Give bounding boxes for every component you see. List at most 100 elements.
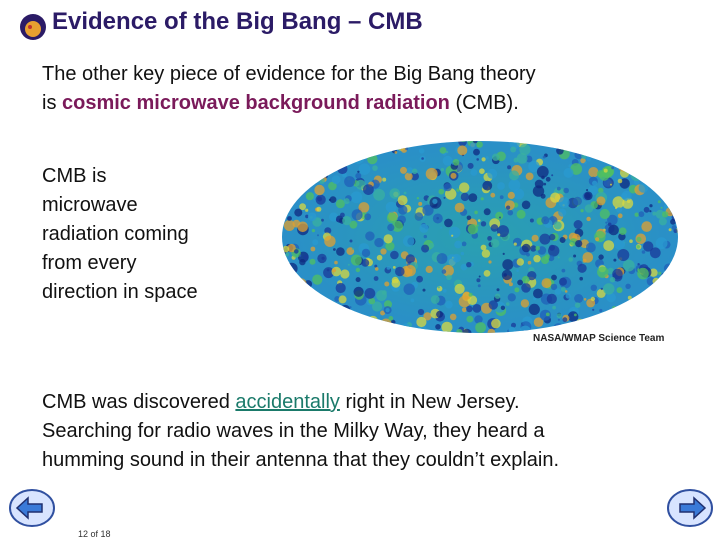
texture-dot bbox=[328, 181, 337, 191]
texture-dot bbox=[278, 177, 280, 179]
texture-dot bbox=[655, 209, 665, 219]
texture-dot bbox=[423, 312, 432, 321]
texture-dot bbox=[611, 306, 617, 311]
texture-dot bbox=[529, 218, 534, 223]
texture-dot bbox=[437, 286, 440, 289]
texture-dot bbox=[661, 273, 666, 277]
texture-dot bbox=[545, 176, 551, 182]
texture-dot bbox=[655, 237, 668, 250]
texture-dot bbox=[275, 158, 279, 164]
texture-dot bbox=[305, 301, 311, 306]
link[interactable]: accidentally bbox=[235, 391, 340, 413]
texture-dot bbox=[577, 141, 581, 143]
texture-dot bbox=[307, 212, 317, 221]
texture-dot bbox=[597, 266, 609, 278]
texture-dot bbox=[358, 202, 370, 213]
texture-dot bbox=[422, 288, 426, 292]
texture-dot bbox=[610, 325, 616, 331]
texture-dot bbox=[472, 304, 482, 313]
texture-dot bbox=[610, 183, 612, 186]
texture-dot bbox=[586, 189, 589, 192]
texture-dot bbox=[613, 258, 617, 262]
texture-dot bbox=[462, 291, 471, 300]
texture-dot bbox=[584, 204, 594, 213]
texture-dot bbox=[353, 141, 360, 145]
texture-dot bbox=[404, 265, 416, 277]
texture-dot bbox=[404, 172, 413, 181]
texture-dot bbox=[285, 262, 298, 275]
texture-dot bbox=[605, 221, 608, 224]
texture-dot bbox=[282, 274, 291, 287]
texture-dot bbox=[609, 276, 616, 283]
texture-dot bbox=[616, 287, 623, 294]
texture-dot bbox=[509, 170, 520, 181]
texture-dot bbox=[338, 295, 347, 304]
texture-dot bbox=[631, 301, 644, 314]
texture-dot bbox=[540, 193, 546, 199]
texture-dot bbox=[323, 267, 335, 279]
texture-dot bbox=[394, 151, 398, 154]
texture-dot bbox=[629, 323, 637, 331]
texture-dot bbox=[336, 218, 340, 222]
texture-dot bbox=[342, 216, 352, 226]
texture-dot bbox=[503, 273, 507, 277]
texture-dot bbox=[482, 180, 493, 191]
texture-dot bbox=[677, 285, 678, 294]
texture-dot bbox=[334, 260, 338, 265]
texture-dot bbox=[584, 191, 593, 201]
texture-dot bbox=[677, 243, 678, 251]
texture-dot bbox=[299, 141, 306, 144]
texture-dot bbox=[487, 168, 498, 179]
texture-dot bbox=[481, 249, 491, 258]
texture-dot bbox=[513, 188, 525, 200]
prev-button[interactable] bbox=[8, 488, 56, 528]
texture-dot bbox=[607, 222, 612, 227]
texture-dot bbox=[361, 259, 370, 267]
texture-dot bbox=[483, 208, 491, 216]
texture-dot bbox=[573, 196, 582, 206]
next-button[interactable] bbox=[666, 488, 714, 528]
texture-dot bbox=[467, 162, 474, 169]
texture-dot bbox=[579, 276, 583, 281]
texture-dot bbox=[330, 305, 335, 310]
texture-dot bbox=[521, 200, 531, 210]
texture-dot bbox=[650, 163, 661, 173]
texture-dot bbox=[296, 142, 308, 154]
texture-dot bbox=[342, 148, 348, 153]
texture-dot bbox=[477, 284, 481, 288]
texture-dot bbox=[528, 303, 540, 315]
texture-dot bbox=[576, 318, 585, 327]
texture-dot bbox=[556, 186, 561, 191]
texture-dot bbox=[295, 278, 307, 290]
texture-dot bbox=[299, 254, 302, 257]
texture-dot bbox=[533, 317, 544, 327]
texture-dot bbox=[461, 307, 467, 313]
texture-dot bbox=[454, 202, 465, 213]
texture-dot bbox=[636, 158, 641, 163]
texture-dot bbox=[598, 170, 610, 181]
texture-dot bbox=[657, 200, 661, 204]
texture-dot bbox=[349, 142, 359, 152]
texture-dot bbox=[665, 172, 673, 180]
texture-dot bbox=[305, 192, 314, 201]
texture-dot bbox=[625, 283, 631, 289]
texture-dot bbox=[550, 192, 561, 203]
texture-dot bbox=[558, 208, 567, 217]
texture-dot bbox=[533, 288, 543, 299]
texture-dot bbox=[541, 216, 550, 225]
texture-dot bbox=[634, 141, 643, 148]
texture-dot bbox=[629, 141, 641, 151]
texture-dot bbox=[317, 141, 322, 146]
texture-dot bbox=[550, 141, 559, 149]
texture-dot bbox=[672, 264, 678, 272]
texture-dot bbox=[385, 201, 397, 213]
texture-dot bbox=[429, 141, 439, 143]
texture-dot bbox=[436, 310, 444, 318]
texture-dot bbox=[541, 256, 549, 264]
texture-dot bbox=[331, 175, 341, 185]
texture-dot bbox=[604, 328, 608, 332]
texture-dot bbox=[639, 142, 650, 153]
texture-dot bbox=[636, 245, 640, 249]
texture-dot bbox=[640, 296, 647, 303]
texture-dot bbox=[391, 220, 403, 232]
